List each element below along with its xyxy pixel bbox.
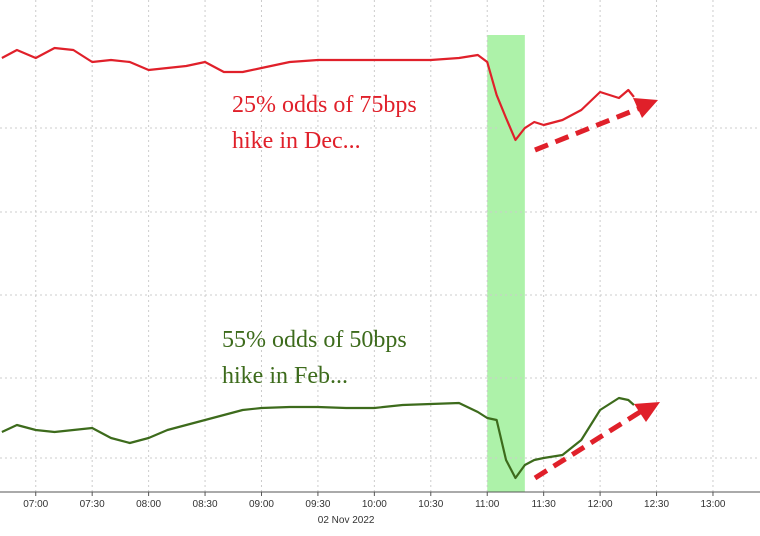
- x-tick-label: 11:00: [475, 499, 500, 510]
- x-tick-label: 11:30: [532, 499, 557, 510]
- x-tick-label: 08:30: [193, 499, 218, 510]
- trend-arrows: [533, 105, 642, 481]
- x-tick-label: 13:00: [700, 499, 725, 510]
- arrow: [533, 409, 642, 481]
- annotation: hike in Dec...: [232, 128, 361, 154]
- x-tick-label: 09:30: [305, 499, 330, 510]
- date-label: 02 Nov 2022: [318, 515, 375, 526]
- x-tick-label: 07:30: [80, 499, 105, 510]
- x-tick-label: 07:00: [23, 499, 48, 510]
- highlight-band: [487, 35, 525, 492]
- arrow-head: [633, 98, 658, 118]
- x-tick-label: 12:30: [644, 499, 669, 510]
- x-tick-label: 09:00: [249, 499, 274, 510]
- plot: [1, 46, 635, 480]
- x-tick-label: 08:00: [136, 499, 161, 510]
- series-line: [1, 46, 635, 142]
- arrow-head: [634, 402, 660, 422]
- annotation: 55% odds of 50bps: [222, 327, 407, 353]
- arrow: [534, 105, 641, 153]
- x-tick-label: 10:00: [362, 499, 387, 510]
- x-tick-label: 12:00: [588, 499, 613, 510]
- annotation: hike in Feb...: [222, 363, 348, 389]
- series-line: [1, 396, 635, 480]
- x-tick-label: 10:30: [418, 499, 443, 510]
- annotation: 25% odds of 75bps: [232, 92, 417, 118]
